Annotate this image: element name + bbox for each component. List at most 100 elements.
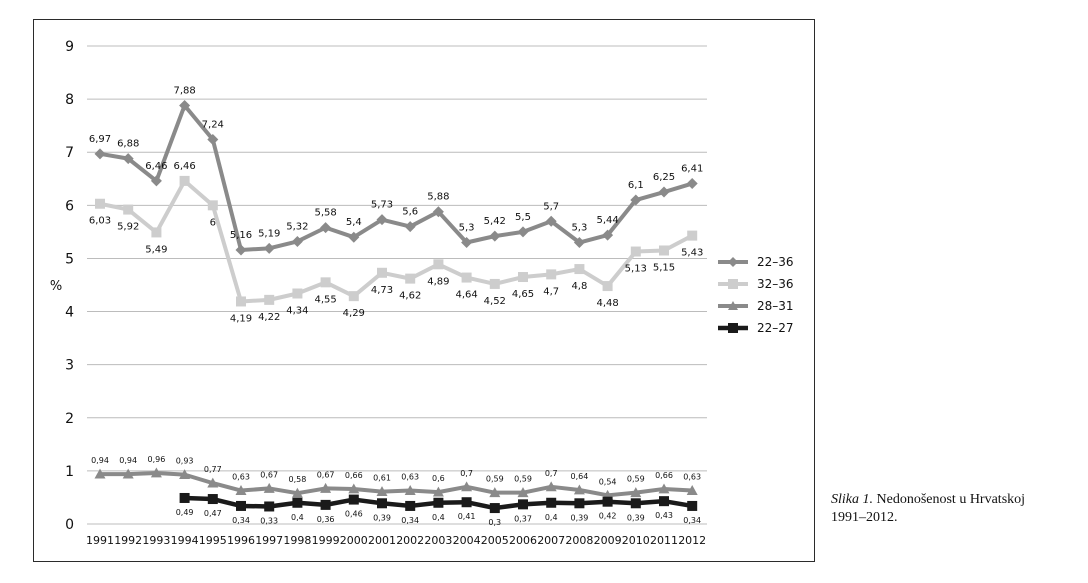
data-label: 0,93 bbox=[176, 457, 194, 466]
marker-diamond bbox=[658, 186, 670, 198]
data-label: 6,88 bbox=[117, 139, 139, 150]
data-label: 0,34 bbox=[232, 516, 250, 525]
y-tick-label: 9 bbox=[65, 39, 74, 55]
marker-diamond bbox=[489, 230, 501, 242]
marker-diamond bbox=[461, 237, 473, 249]
data-label: 0,4 bbox=[545, 513, 558, 522]
data-label: 0,4 bbox=[291, 513, 304, 522]
data-label: 5,92 bbox=[117, 222, 139, 233]
data-label: 5,16 bbox=[230, 230, 252, 241]
marker-triangle bbox=[461, 481, 473, 492]
marker-square bbox=[574, 264, 585, 275]
marker-diamond bbox=[179, 99, 191, 111]
data-label: 0,46 bbox=[345, 510, 363, 519]
marker-square bbox=[179, 492, 190, 503]
marker-diamond bbox=[235, 244, 247, 256]
marker-square bbox=[179, 175, 190, 186]
data-label: 6,46 bbox=[145, 161, 167, 172]
x-tick-label: 1996 bbox=[227, 534, 255, 547]
data-label: 5,19 bbox=[258, 228, 280, 239]
marker-square bbox=[630, 498, 641, 509]
marker-triangle bbox=[94, 468, 106, 479]
data-label: 0,66 bbox=[655, 471, 673, 480]
data-label: 0,34 bbox=[401, 516, 419, 525]
legend-item: 22–27 bbox=[718, 321, 794, 335]
marker-diamond bbox=[207, 133, 219, 145]
x-tick-label: 2005 bbox=[481, 534, 509, 547]
data-label: 4,64 bbox=[455, 290, 477, 301]
marker-square bbox=[546, 269, 557, 280]
data-label: 5,3 bbox=[459, 223, 475, 234]
x-tick-label: 1998 bbox=[283, 534, 311, 547]
x-tick-label: 2000 bbox=[340, 534, 368, 547]
marker-triangle bbox=[150, 467, 162, 478]
data-label: 4,48 bbox=[596, 298, 618, 309]
series-line bbox=[99, 103, 693, 252]
marker-square bbox=[687, 500, 698, 511]
marker-square bbox=[236, 500, 246, 511]
marker-square bbox=[377, 267, 387, 278]
data-label: 0,59 bbox=[514, 475, 532, 484]
marker-diamond bbox=[404, 221, 416, 233]
marker-triangle bbox=[432, 486, 444, 497]
marker-square bbox=[433, 497, 444, 508]
x-tick-label: 1993 bbox=[142, 534, 170, 547]
data-label: 5,44 bbox=[596, 215, 618, 226]
x-tick-label: 2004 bbox=[453, 534, 481, 547]
x-tick-label: 1994 bbox=[171, 534, 199, 547]
data-label: 5,6 bbox=[402, 207, 418, 218]
x-tick-label: 2006 bbox=[509, 534, 537, 547]
data-label: 4,19 bbox=[230, 313, 252, 324]
marker-square bbox=[518, 499, 528, 510]
data-label: 6 bbox=[210, 217, 216, 228]
data-label: 5,5 bbox=[515, 212, 531, 223]
data-labels: 6,97 6,88 6,46 7,88 7,24 5,16 5,19 5,32 5,58 5,4 5… bbox=[89, 85, 703, 527]
caption-years: 1991–2012. bbox=[831, 510, 898, 525]
marker-triangle bbox=[291, 487, 303, 498]
data-label: 0,39 bbox=[373, 513, 391, 522]
marker-square bbox=[461, 497, 472, 508]
marker-square bbox=[546, 497, 557, 508]
y-tick-label: 4 bbox=[65, 305, 74, 321]
marker-square bbox=[292, 288, 303, 299]
marker-square bbox=[405, 500, 416, 511]
data-label: 0,54 bbox=[599, 477, 617, 486]
marker-square bbox=[264, 294, 275, 305]
marker-diamond bbox=[545, 215, 557, 227]
marker-triangle bbox=[573, 484, 585, 495]
marker-square bbox=[461, 272, 472, 283]
marker-diamond bbox=[630, 194, 642, 206]
data-label: 6,1 bbox=[628, 180, 644, 191]
x-tick-label: 2009 bbox=[594, 534, 622, 547]
data-label: 0,61 bbox=[373, 474, 391, 483]
data-label: 0,36 bbox=[317, 515, 335, 524]
marker-square bbox=[659, 496, 669, 507]
marker-diamond bbox=[320, 222, 332, 234]
x-tick-label: 2007 bbox=[537, 534, 565, 547]
data-label: 0,33 bbox=[260, 516, 278, 525]
data-label: 0,94 bbox=[119, 456, 137, 465]
series-4 bbox=[179, 492, 698, 514]
x-tick-label: 1999 bbox=[312, 534, 340, 547]
x-tick-label: 1992 bbox=[114, 534, 142, 547]
marker-square bbox=[518, 272, 528, 283]
data-label: 7,24 bbox=[202, 119, 224, 130]
x-tick-label: 2010 bbox=[622, 534, 650, 547]
data-label: 0,96 bbox=[147, 455, 165, 464]
marker-square bbox=[207, 200, 218, 211]
marker-square bbox=[602, 496, 613, 507]
x-tick-label: 2003 bbox=[424, 534, 452, 547]
series-2 bbox=[95, 175, 698, 307]
y-tick-label: 8 bbox=[65, 92, 74, 108]
data-label: 4,22 bbox=[258, 312, 280, 323]
marker-square bbox=[687, 230, 698, 241]
data-label: 0,94 bbox=[91, 456, 109, 465]
data-label: 5,58 bbox=[314, 208, 336, 219]
caption-label: Slika 1. bbox=[831, 492, 873, 507]
data-label: 5,3 bbox=[571, 223, 587, 234]
marker-square bbox=[602, 281, 613, 292]
x-tick-label: 1991 bbox=[86, 534, 114, 547]
data-label: 0,42 bbox=[599, 512, 617, 521]
y-tick-label: 5 bbox=[65, 251, 74, 267]
y-axis-label: % bbox=[50, 279, 62, 294]
